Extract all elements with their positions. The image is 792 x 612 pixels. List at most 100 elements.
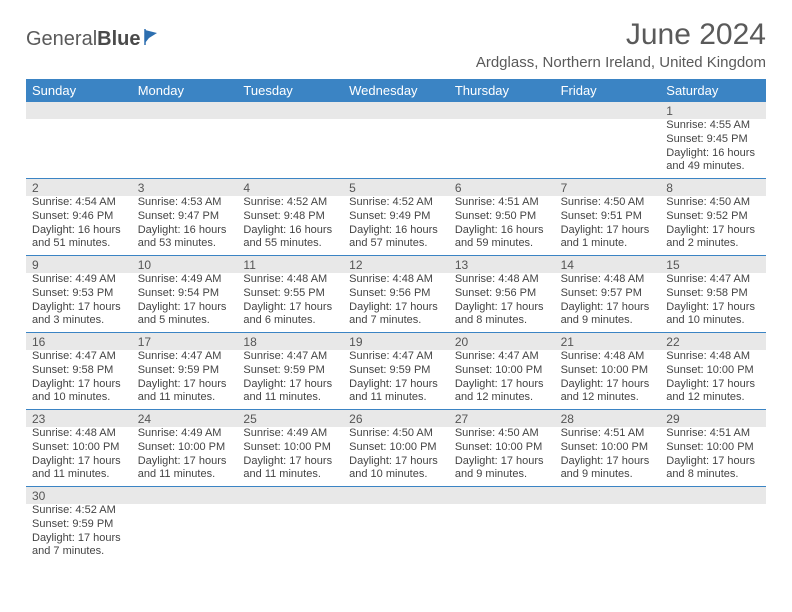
sunrise-text: Sunrise: 4:48 AM xyxy=(349,273,443,287)
day-number xyxy=(555,102,661,119)
day-cell: Sunrise: 4:49 AMSunset: 10:00 PMDaylight… xyxy=(237,427,343,486)
sunset-text: Sunset: 9:59 PM xyxy=(32,518,126,532)
day-number: 15 xyxy=(660,256,766,273)
sunset-text: Sunset: 9:46 PM xyxy=(32,210,126,224)
sunrise-text: Sunrise: 4:50 AM xyxy=(666,196,760,210)
day-number xyxy=(660,487,766,504)
day-cell xyxy=(555,504,661,563)
daylight-text: Daylight: 17 hours and 11 minutes. xyxy=(32,455,126,483)
sunset-text: Sunset: 9:57 PM xyxy=(561,287,655,301)
day-cell xyxy=(237,119,343,178)
sunrise-text: Sunrise: 4:48 AM xyxy=(243,273,337,287)
day-cell: Sunrise: 4:48 AMSunset: 9:56 PMDaylight:… xyxy=(343,273,449,332)
day-header: Saturday xyxy=(660,79,766,102)
day-cell: Sunrise: 4:51 AMSunset: 10:00 PMDaylight… xyxy=(555,427,661,486)
week-row: Sunrise: 4:47 AM Sunset: 9:58 PMDaylight:… xyxy=(26,350,766,410)
sunrise-text: Sunrise: 4:47 AM xyxy=(138,350,232,364)
day-cell xyxy=(343,119,449,178)
day-cell xyxy=(132,119,238,178)
sunset-text: Sunset: 9:59 PM xyxy=(138,364,232,378)
sunrise-text: Sunrise: 4:50 AM xyxy=(561,196,655,210)
day-cell: Sunrise: 4:53 AMSunset: 9:47 PMDaylight:… xyxy=(132,196,238,255)
sunset-text: Sunset: 10:00 PM xyxy=(243,441,337,455)
day-number-row: 23242526272829 xyxy=(26,410,766,427)
sunset-text: Sunset: 9:56 PM xyxy=(349,287,443,301)
day-number: 18 xyxy=(237,333,343,350)
day-cell: Sunrise: 4:50 AMSunset: 10:00 PMDaylight… xyxy=(449,427,555,486)
day-number: 19 xyxy=(343,333,449,350)
day-header-row: SundayMondayTuesdayWednesdayThursdayFrid… xyxy=(26,79,766,102)
daylight-text: Daylight: 17 hours and 10 minutes. xyxy=(349,455,443,483)
day-cell: Sunrise: 4:48 AMSunset: 9:57 PMDaylight:… xyxy=(555,273,661,332)
sunset-text: Sunset: 10:00 PM xyxy=(561,441,655,455)
sunrise-text: Sunrise: 4:47 AM xyxy=(666,273,760,287)
daylight-text: Daylight: 17 hours and 8 minutes. xyxy=(666,455,760,483)
day-number-row: 16171819202122 xyxy=(26,333,766,350)
sunset-text: Sunset: 9:54 PM xyxy=(138,287,232,301)
day-cell: Sunrise: 4:51 AMSunset: 9:50 PMDaylight:… xyxy=(449,196,555,255)
sunset-text: Sunset: 9:45 PM xyxy=(666,133,760,147)
day-number: 29 xyxy=(660,410,766,427)
day-cell: Sunrise: 4:47 AMSunset: 9:59 PMDaylight:… xyxy=(343,350,449,409)
sunset-text: Sunset: 9:47 PM xyxy=(138,210,232,224)
day-number xyxy=(132,487,238,504)
daylight-text: Daylight: 17 hours and 11 minutes. xyxy=(138,455,232,483)
sunset-text: Sunset: 9:58 PM xyxy=(666,287,760,301)
sunrise-text: Sunrise: 4:47 AM xyxy=(455,350,549,364)
day-cell: Sunrise: 4:48 AMSunset: 10:00 PMDaylight… xyxy=(660,350,766,409)
day-cell: Sunrise: 4:48 AMSunset: 10:00 PMDaylight… xyxy=(26,427,132,486)
day-cell: Sunrise: 4:47 AMSunset: 9:58 PMDaylight:… xyxy=(660,273,766,332)
logo-word1: General xyxy=(26,28,97,50)
sunrise-text: Sunrise: 4:49 AM xyxy=(138,427,232,441)
week-row: Sunrise: 4:52 AMSunset: 9:59 PMDaylight:… xyxy=(26,504,766,563)
sunrise-text: Sunrise: 4:51 AM xyxy=(561,427,655,441)
day-cell xyxy=(343,504,449,563)
daylight-text: Daylight: 17 hours and 9 minutes. xyxy=(455,455,549,483)
day-header: Thursday xyxy=(449,79,555,102)
sunset-text: Sunset: 10:00 PM xyxy=(32,441,126,455)
day-cell xyxy=(660,504,766,563)
daylight-text: Daylight: 16 hours and 59 minutes. xyxy=(455,224,549,252)
sunset-text: Sunset: 10:00 PM xyxy=(138,441,232,455)
sunrise-text: Sunrise: 4:48 AM xyxy=(32,427,126,441)
sunrise-text: Sunrise: 4:49 AM xyxy=(243,427,337,441)
location: Ardglass, Northern Ireland, United Kingd… xyxy=(476,54,766,71)
sunrise-text: Sunrise: 4:51 AM xyxy=(666,427,760,441)
day-cell: Sunrise: 4:50 AMSunset: 10:00 PMDaylight… xyxy=(343,427,449,486)
day-cell xyxy=(449,119,555,178)
sunset-text: Sunset: 9:48 PM xyxy=(243,210,337,224)
daylight-text: Daylight: 16 hours and 53 minutes. xyxy=(138,224,232,252)
daylight-text: Daylight: 16 hours and 57 minutes. xyxy=(349,224,443,252)
day-number-row: 30 xyxy=(26,487,766,504)
day-cell: Sunrise: 4:48 AMSunset: 9:55 PMDaylight:… xyxy=(237,273,343,332)
sunrise-text: Sunrise: 4:50 AM xyxy=(349,427,443,441)
day-cell: Sunrise: 4:50 AMSunset: 9:52 PMDaylight:… xyxy=(660,196,766,255)
day-cell: Sunrise: 4:49 AMSunset: 9:53 PMDaylight:… xyxy=(26,273,132,332)
daylight-text: Daylight: 17 hours and 1 minute. xyxy=(561,224,655,252)
week-row: Sunrise: 4:54 AMSunset: 9:46 PMDaylight:… xyxy=(26,196,766,256)
day-cell: Sunrise: 4:50 AMSunset: 9:51 PMDaylight:… xyxy=(555,196,661,255)
day-number: 2 xyxy=(26,179,132,196)
day-number: 17 xyxy=(132,333,238,350)
daylight-text: Daylight: 17 hours and 10 minutes. xyxy=(32,378,126,406)
daylight-text: Daylight: 17 hours and 11 minutes. xyxy=(243,455,337,483)
day-number: 13 xyxy=(449,256,555,273)
sunset-text: Sunset: 9:58 PM xyxy=(32,364,126,378)
day-header: Friday xyxy=(555,79,661,102)
day-number: 4 xyxy=(237,179,343,196)
calendar-page: GeneralBlue June 2024 Ardglass, Northern… xyxy=(0,0,792,581)
day-number: 8 xyxy=(660,179,766,196)
day-number: 25 xyxy=(237,410,343,427)
weeks-container: 1Sunrise: 4:55 AMSunset: 9:45 PMDaylight… xyxy=(26,102,766,563)
day-cell: Sunrise: 4:47 AMSunset: 10:00 PMDaylight… xyxy=(449,350,555,409)
day-number: 6 xyxy=(449,179,555,196)
flag-icon xyxy=(143,28,165,51)
day-number: 22 xyxy=(660,333,766,350)
day-number xyxy=(237,487,343,504)
month-title: June 2024 xyxy=(476,18,766,52)
day-cell: Sunrise: 4:47 AMSunset: 9:58 PMDaylight:… xyxy=(26,350,132,409)
day-number xyxy=(449,102,555,119)
day-cell: Sunrise: 4:47 AMSunset: 9:59 PMDaylight:… xyxy=(237,350,343,409)
header: GeneralBlue June 2024 Ardglass, Northern… xyxy=(26,18,766,71)
day-number: 3 xyxy=(132,179,238,196)
